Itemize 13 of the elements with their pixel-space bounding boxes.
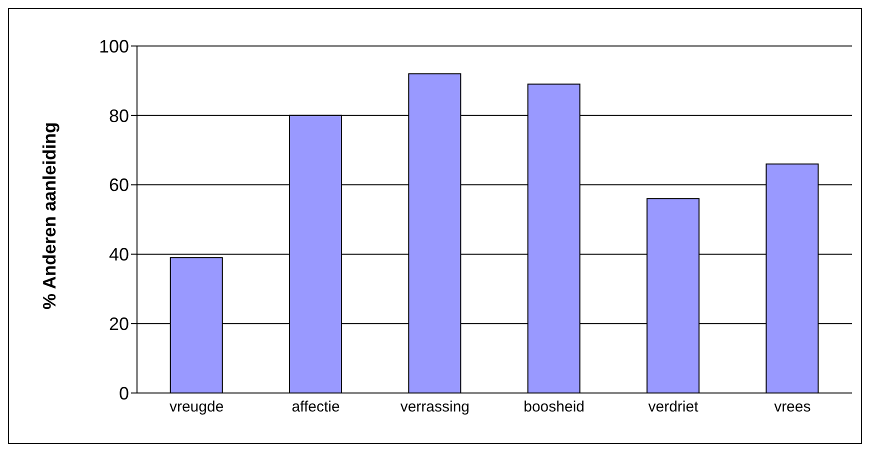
x-tick-label: verdriet <box>648 398 700 416</box>
x-tick-label: boosheid <box>524 398 585 416</box>
x-tick-label: vreugde <box>169 398 224 416</box>
x-tick-label: vrees <box>774 398 811 416</box>
y-tick-label: 80 <box>108 106 129 126</box>
y-tick-label: 40 <box>108 244 129 265</box>
y-tick-label: 20 <box>108 314 129 334</box>
y-tick-label: 100 <box>98 36 129 56</box>
y-axis-title: % Anderen aanleiding <box>39 122 60 310</box>
y-tick-label: 60 <box>108 175 129 196</box>
x-tick-label: affectie <box>292 398 340 416</box>
y-tick-label: 0 <box>118 383 129 404</box>
x-tick-label: verrassing <box>400 398 470 416</box>
